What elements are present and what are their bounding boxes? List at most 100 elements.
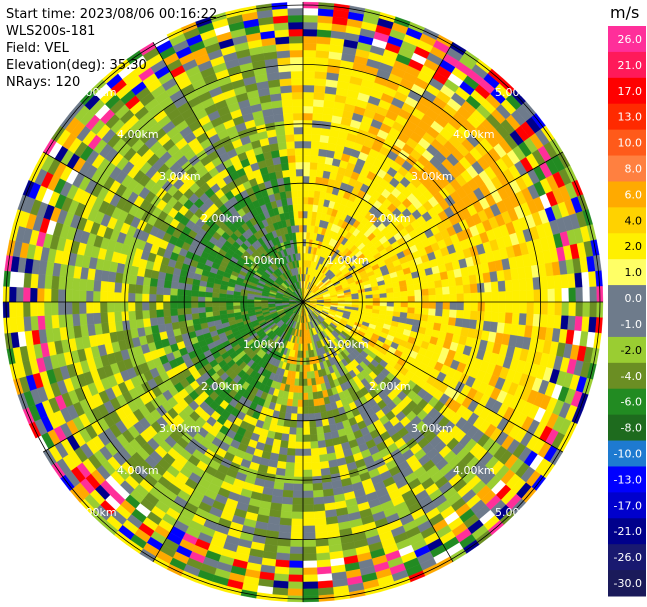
velocity-gate <box>575 287 584 303</box>
velocity-gate <box>57 289 66 303</box>
velocity-gate <box>135 284 144 294</box>
velocity-gate <box>456 285 464 295</box>
velocity-gate <box>533 301 542 315</box>
velocity-gate <box>309 176 317 184</box>
velocity-gate <box>142 317 152 328</box>
velocity-gate <box>317 573 333 582</box>
velocity-gate <box>127 292 136 303</box>
velocity-gate <box>512 290 521 303</box>
velocity-gate <box>302 539 316 548</box>
velocity-gate <box>365 301 374 306</box>
velocity-gate <box>546 314 555 329</box>
velocity-gate <box>114 311 123 322</box>
velocity-gate <box>386 297 395 303</box>
velocity-gate <box>142 285 150 295</box>
velocity-gate <box>312 489 324 498</box>
velocity-gate <box>526 289 535 303</box>
velocity-gate <box>291 511 304 520</box>
velocity-gate <box>36 287 45 303</box>
velocity-gate <box>317 580 334 589</box>
velocity-gate <box>317 440 327 449</box>
velocity-gate <box>306 364 311 373</box>
velocity-gate <box>297 392 304 401</box>
velocity-gate <box>427 315 436 323</box>
velocity-gate <box>456 293 465 303</box>
velocity-gate <box>302 385 308 394</box>
velocity-gate <box>78 290 87 303</box>
velocity-gate <box>311 468 322 477</box>
velocity-gate <box>302 231 307 240</box>
velocity-gate <box>504 312 513 325</box>
velocity-gate <box>379 301 388 307</box>
velocity-gate <box>288 434 297 442</box>
velocity-gate <box>311 127 322 136</box>
velocity-gate <box>302 217 308 226</box>
velocity-gate <box>318 447 328 456</box>
velocity-gate <box>9 271 18 288</box>
velocity-gate <box>448 277 457 287</box>
velocity-gate <box>385 287 394 294</box>
velocity-gate <box>302 420 310 429</box>
velocity-gate <box>302 245 307 254</box>
velocity-gate <box>278 524 292 533</box>
velocity-gate <box>286 455 296 463</box>
velocity-gate <box>134 301 143 311</box>
velocity-gate <box>302 84 315 93</box>
velocity-gate <box>414 289 422 297</box>
velocity-gate <box>50 288 59 303</box>
velocity-gate <box>561 287 570 303</box>
velocity-gate <box>302 112 314 121</box>
velocity-gate <box>64 289 73 303</box>
velocity-gate <box>310 155 319 163</box>
velocity-gate <box>351 298 360 303</box>
velocity-gate <box>314 78 327 87</box>
velocity-gate <box>218 305 227 311</box>
velocity-gate <box>539 314 548 328</box>
velocity-gate <box>560 315 569 330</box>
velocity-gate <box>85 290 94 303</box>
velocity-gate <box>293 385 299 394</box>
velocity-gate <box>574 272 583 288</box>
velocity-gate <box>312 391 319 400</box>
velocity-gate <box>316 566 332 575</box>
velocity-gate <box>183 301 192 309</box>
velocity-gate <box>204 296 213 303</box>
velocity-gate <box>442 309 450 318</box>
velocity-gate <box>311 134 321 143</box>
velocity-gate <box>414 301 423 309</box>
velocity-gate <box>393 306 402 313</box>
velocity-gate <box>50 301 59 316</box>
velocity-gate <box>318 148 328 157</box>
velocity-gate <box>212 310 221 317</box>
velocity-gate <box>302 105 314 114</box>
velocity-gate <box>292 490 304 499</box>
velocity-gate <box>547 301 556 316</box>
velocity-gate <box>149 309 157 319</box>
velocity-gate <box>30 315 39 331</box>
velocity-gate <box>170 281 179 289</box>
velocity-gate <box>468 319 478 330</box>
velocity-gate <box>218 301 227 307</box>
velocity-gate <box>225 305 234 311</box>
velocity-gate <box>581 316 590 333</box>
velocity-gate <box>43 288 52 303</box>
velocity-gate <box>497 312 506 324</box>
velocity-gate <box>218 297 227 303</box>
velocity-gate <box>414 295 423 303</box>
velocity-gate <box>197 296 206 303</box>
velocity-gate <box>308 183 316 191</box>
velocity-gate <box>191 307 199 314</box>
velocity-gate <box>292 483 304 492</box>
velocity-gate <box>314 524 328 533</box>
velocity-gate <box>454 276 464 287</box>
velocity-gate <box>282 426 290 435</box>
velocity-gate <box>319 460 330 470</box>
velocity-gate <box>294 462 304 471</box>
velocity-gate <box>525 313 534 327</box>
velocity-gate <box>315 57 329 66</box>
velocity-gate <box>400 306 409 314</box>
velocity-gate <box>582 286 591 303</box>
velocity-gate <box>302 462 312 471</box>
velocity-gate <box>540 289 549 303</box>
velocity-gate <box>135 318 145 329</box>
